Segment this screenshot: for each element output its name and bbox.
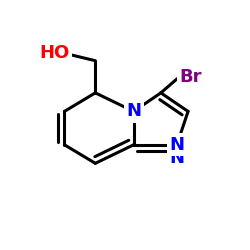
Text: N: N <box>170 136 184 154</box>
Text: N: N <box>170 149 184 168</box>
Text: N: N <box>126 102 141 120</box>
Text: N: N <box>126 102 141 120</box>
Text: Br: Br <box>180 68 202 86</box>
Text: HO: HO <box>40 44 70 62</box>
